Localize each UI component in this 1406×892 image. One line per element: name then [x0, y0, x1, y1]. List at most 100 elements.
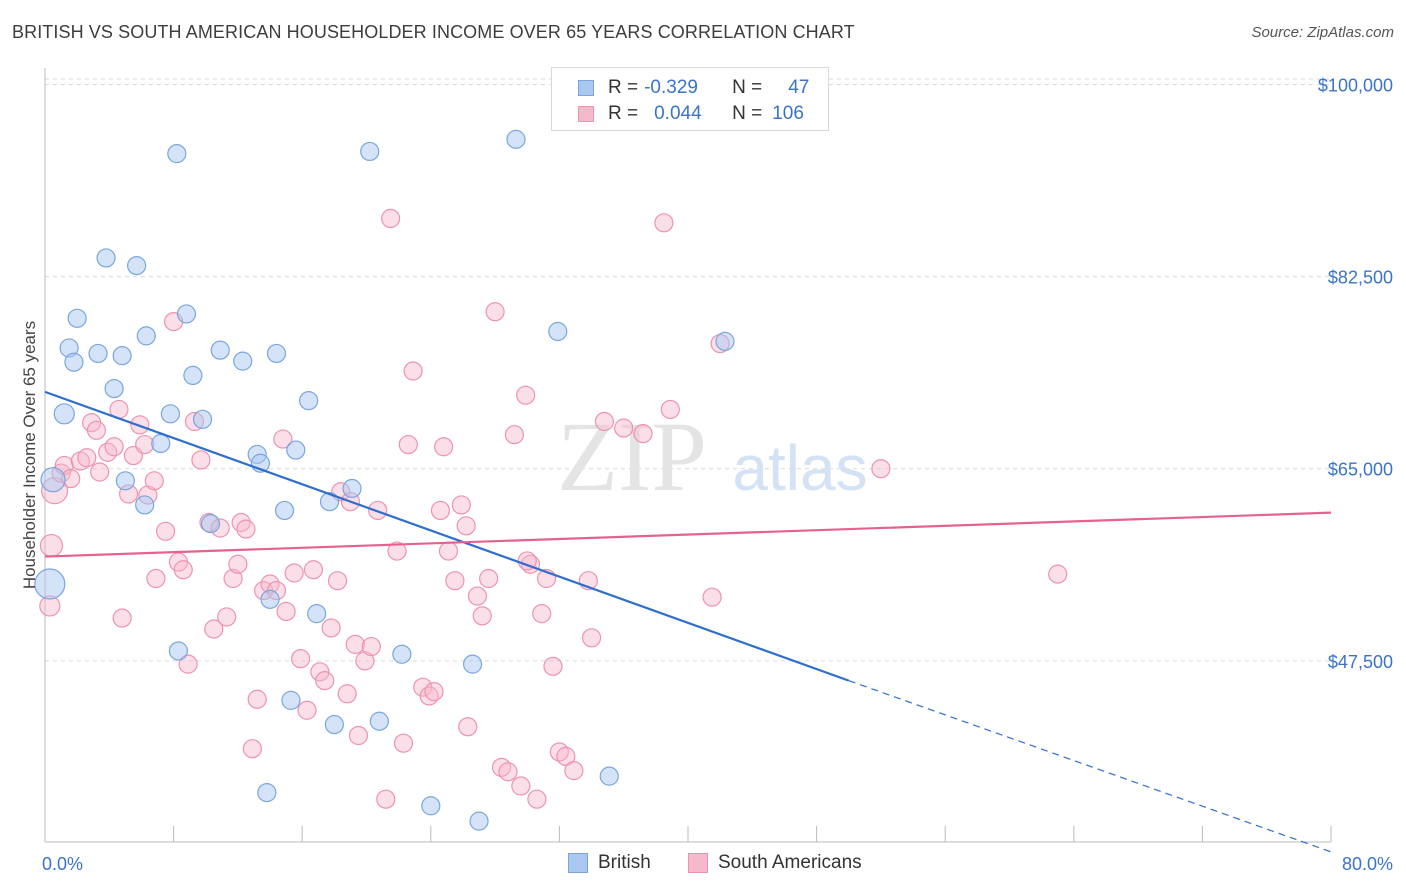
data-point-south-americans	[297, 700, 317, 720]
data-point-british	[136, 326, 156, 346]
data-point-south-americans	[247, 689, 267, 709]
data-point-south-americans	[458, 717, 478, 737]
data-point-british	[462, 654, 483, 674]
south-americans-points	[39, 74, 1068, 809]
data-point-south-americans	[556, 746, 576, 766]
data-point-british	[210, 340, 230, 360]
data-point-south-americans	[498, 762, 518, 782]
data-point-south-americans	[337, 684, 357, 704]
data-point-south-americans	[393, 733, 414, 753]
y-axis-label: Householder Income Over 65 years	[20, 320, 39, 590]
data-point-south-americans	[381, 208, 401, 229]
data-point-south-americans	[467, 586, 488, 606]
source-label: Source: ZipAtlas.com	[1251, 24, 1394, 41]
y-tick-label: $100,000	[1318, 75, 1393, 95]
data-point-british	[342, 478, 362, 499]
data-point-south-americans	[39, 533, 64, 558]
bottom-legend-swatch-british	[568, 853, 588, 873]
data-point-south-americans	[204, 619, 224, 639]
legend-n-label: N =	[732, 103, 763, 124]
data-point-south-americans	[445, 571, 465, 591]
legend-r-label: R =	[608, 103, 639, 124]
watermark: ZIP atlas	[557, 401, 868, 512]
data-point-south-americans	[430, 500, 451, 521]
data-point-south-americans	[472, 606, 492, 626]
data-point-british	[160, 404, 180, 424]
data-point-south-americans	[479, 568, 499, 589]
data-point-british	[112, 346, 132, 366]
data-point-british	[135, 495, 155, 515]
data-point-british	[96, 248, 116, 268]
data-point-british	[167, 144, 187, 164]
data-point-south-americans	[424, 681, 444, 702]
data-point-south-americans	[654, 213, 674, 233]
data-point-south-americans	[104, 437, 124, 457]
data-point-south-americans	[223, 568, 243, 589]
data-point-south-americans	[276, 601, 296, 622]
data-point-british	[192, 409, 213, 429]
data-point-south-americans	[504, 425, 524, 445]
legend-r-value-south-americans: 0.044	[654, 103, 702, 124]
bottom-legend-british[interactable]: British	[568, 852, 651, 874]
data-point-south-americans	[191, 450, 211, 470]
watermark-zip: ZIP	[557, 401, 707, 512]
data-point-south-americans	[532, 604, 552, 624]
data-point-british	[260, 589, 280, 609]
data-point-south-americans	[321, 618, 341, 638]
data-point-south-americans	[398, 434, 418, 455]
data-point-british	[127, 256, 147, 276]
data-point-south-americans	[485, 302, 505, 322]
correlation-legend: R = -0.329 N = 47 R = 0.044 N = 106	[551, 67, 829, 131]
data-point-british	[200, 514, 221, 534]
chart-title: BRITISH VS SOUTH AMERICAN HOUSEHOLDER IN…	[12, 22, 855, 42]
bottom-legend-south-americans[interactable]: South Americans	[688, 852, 862, 874]
data-point-british	[421, 796, 441, 816]
british-points	[34, 129, 735, 831]
data-point-british	[115, 471, 135, 491]
legend-n-value-south-americans: 106	[772, 103, 804, 124]
legend-r-value-british: -0.329	[644, 77, 698, 98]
x-tick-label: 0.0%	[42, 854, 83, 874]
data-point-south-americans	[348, 725, 369, 746]
data-point-south-americans	[135, 434, 155, 455]
data-point-british	[257, 782, 277, 803]
watermark-atlas: atlas	[732, 432, 867, 504]
data-point-british	[307, 604, 327, 624]
data-point-south-americans	[871, 459, 891, 479]
data-point-british	[40, 467, 66, 493]
trendline-british	[44, 390, 850, 682]
data-point-british	[286, 440, 306, 460]
data-point-british	[274, 500, 295, 521]
data-point-south-americans	[178, 654, 198, 674]
data-point-british	[548, 321, 568, 342]
data-point-south-americans	[290, 649, 311, 669]
y-tick-label: $47,500	[1328, 652, 1393, 672]
data-point-south-americans	[284, 563, 304, 583]
data-point-british	[53, 403, 75, 425]
data-point-south-americans	[77, 448, 97, 468]
data-point-south-americans	[361, 636, 381, 657]
data-point-south-americans	[614, 418, 634, 438]
x-tick-label: 80.0%	[1342, 854, 1393, 874]
data-point-south-americans	[236, 519, 256, 539]
data-point-south-americans	[438, 541, 459, 561]
data-point-south-americans	[345, 634, 365, 654]
bottom-legend-label-british: British	[598, 852, 651, 873]
data-point-british	[319, 492, 340, 512]
data-point-south-americans	[217, 607, 237, 627]
y-tick-label: $82,500	[1328, 268, 1393, 288]
legend-row-south-americans: R = 0.044 N = 106	[578, 102, 804, 126]
data-point-south-americans	[315, 671, 335, 691]
data-point-british	[715, 331, 735, 351]
data-point-south-americans	[633, 423, 653, 444]
data-point-british	[233, 351, 253, 371]
data-point-south-americans	[456, 516, 476, 536]
data-point-south-americans	[90, 462, 110, 482]
data-point-south-americans	[173, 560, 193, 580]
data-point-south-americans	[434, 437, 454, 457]
data-point-south-americans	[543, 656, 563, 676]
data-point-british	[183, 365, 203, 386]
data-point-south-americans	[376, 789, 396, 809]
axes	[44, 68, 1332, 843]
data-point-south-americans	[516, 385, 536, 405]
